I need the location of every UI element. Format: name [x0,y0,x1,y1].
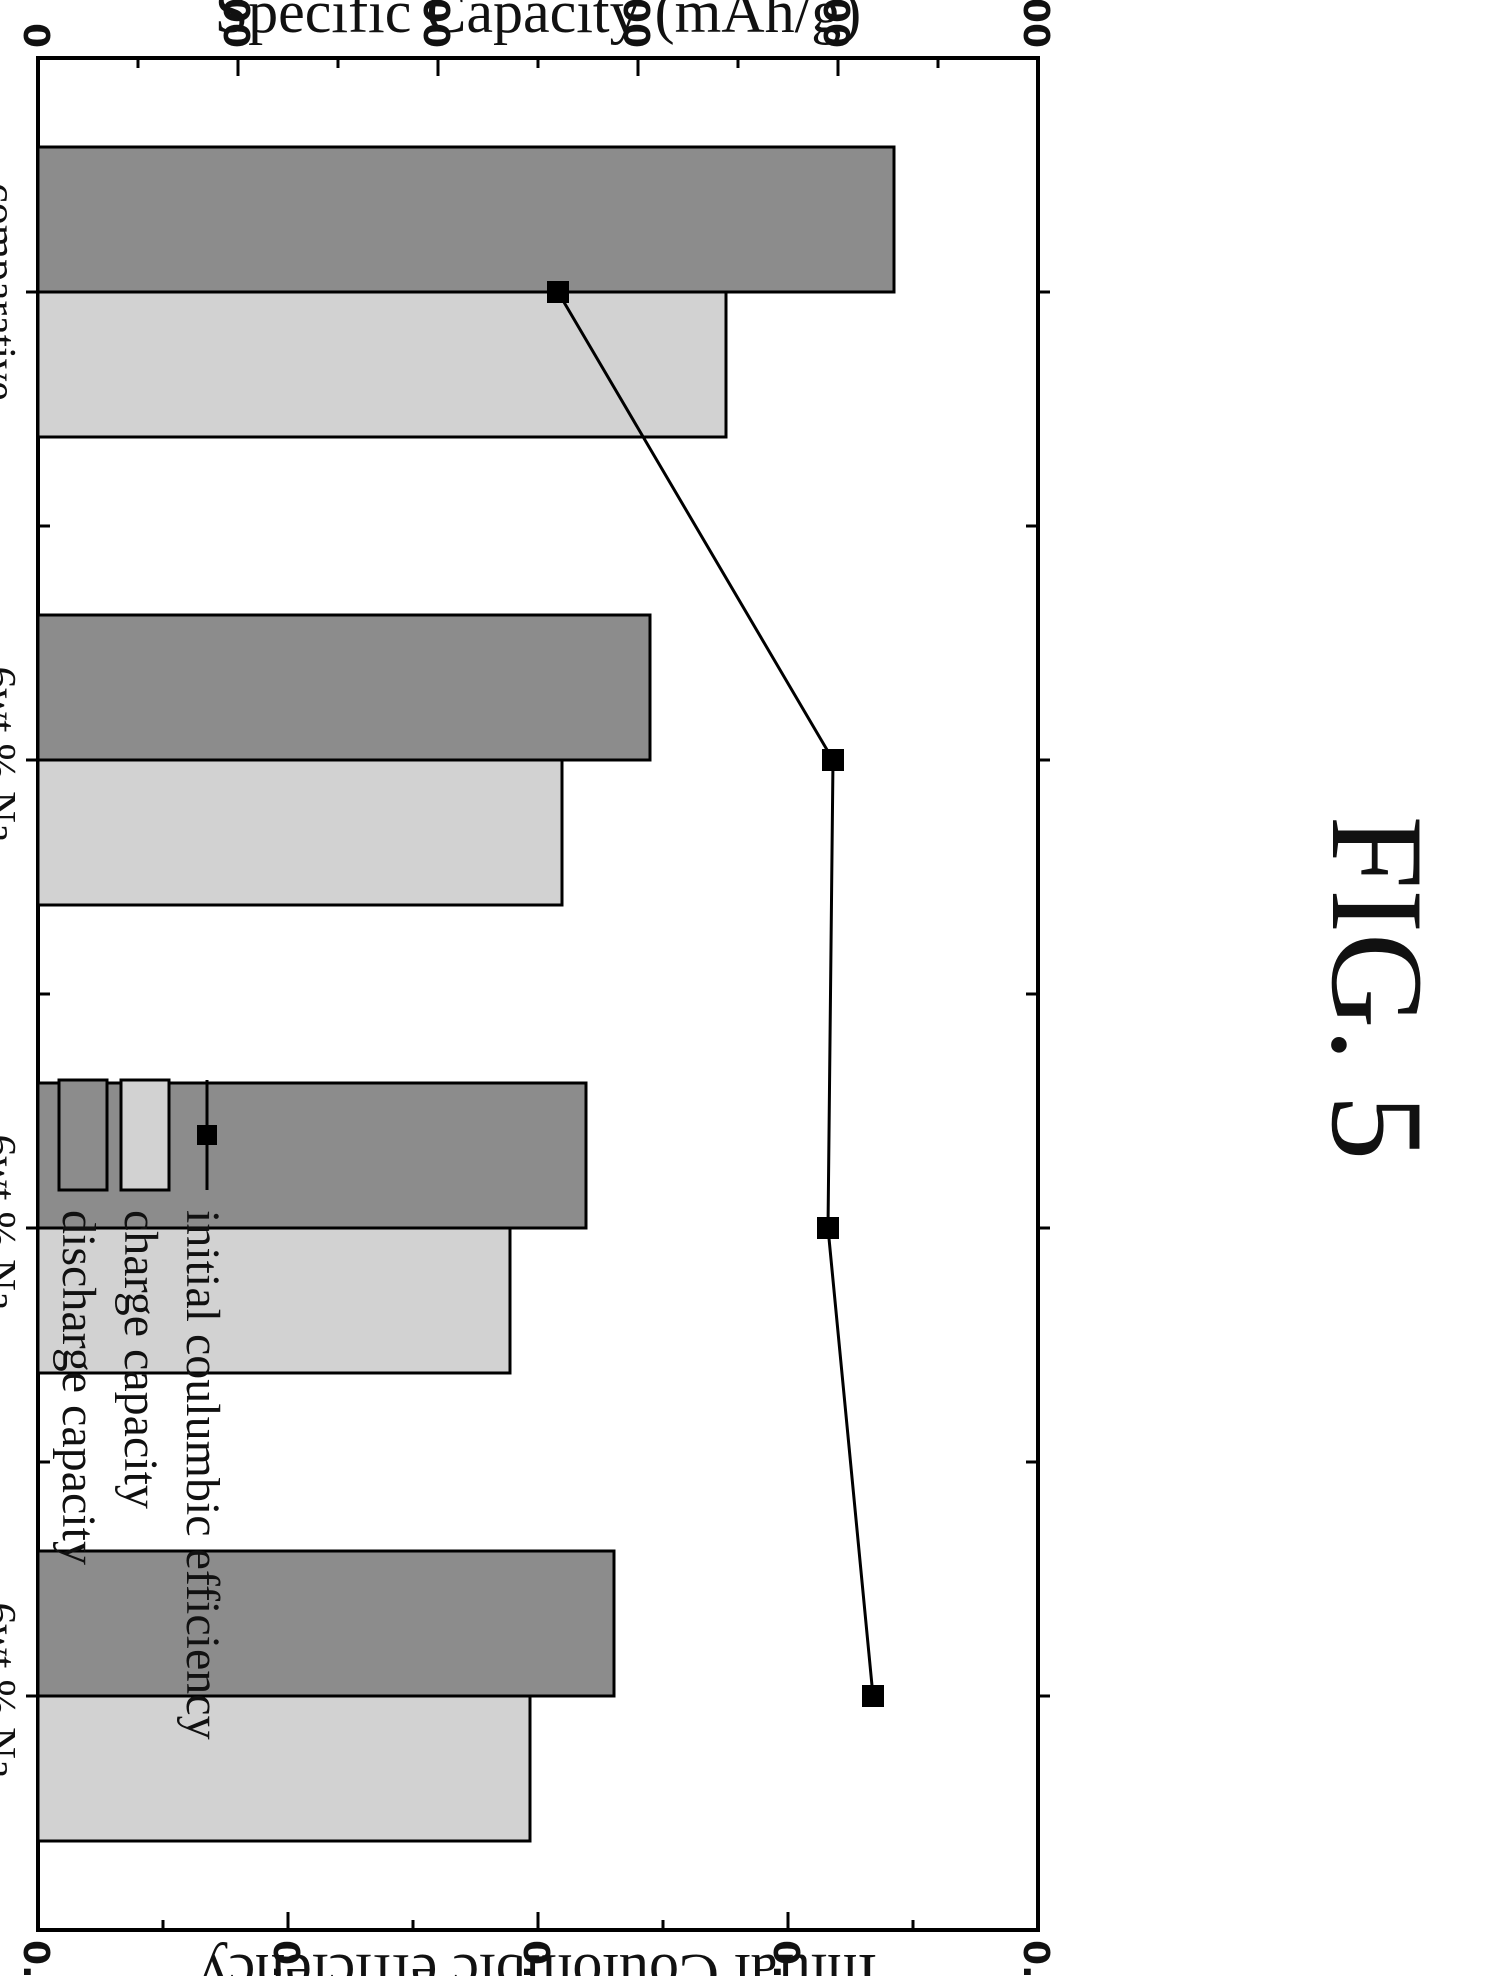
y-tick-label: 500 [215,0,256,48]
bar-discharge-capacity-4 [36,1549,616,1698]
legend: discharge capacity charge capacity initial… [52,1078,229,1740]
legend-label-2: charge capacity [114,1210,167,1509]
y-tick-label: 2500 [1015,0,1056,48]
x-tick-label: comparative [0,183,25,400]
legend-label-3: initial coulumbic efficiency [176,1210,229,1740]
x-tick-label: 6wt.% Na, [0,667,25,854]
legend-swatch-1 [57,1078,109,1192]
bar-discharge-capacity-2 [36,613,652,762]
y-tick-label: 1000 [415,0,456,48]
legend-swatch-2 [119,1078,171,1192]
x-tick-label: 6wt.% Na, [0,1135,25,1322]
efficiency-marker-1 [547,281,569,303]
x-tick-label: 6wt.% Na, [0,1603,25,1790]
y2-tick-label: 0.75 [265,1940,306,1976]
y-tick-label: 2000 [815,0,856,48]
legend-label-1: discharge capacity [52,1210,105,1565]
y2-tick-label: 0.80 [515,1940,556,1976]
y2-tick-label: 0.90 [1015,1940,1056,1976]
bar-charge-capacity-4 [36,1694,532,1843]
figure-label: FIG. 5 [1304,816,1451,1161]
bar-charge-capacity-2 [36,758,564,907]
bar-charge-capacity-3 [36,1226,512,1375]
bar-charge-capacity-1 [36,290,728,439]
y2-tick-label: 0.85 [765,1940,806,1976]
efficiency-marker-2 [822,749,844,771]
legend-marker-3 [197,1125,217,1145]
plot-area: comparativeexample6wt.% Na,homogenizedfo… [0,0,1056,1976]
efficiency-marker-3 [817,1217,839,1239]
efficiency-marker-4 [862,1685,884,1707]
y-axis-title: Specific Capacity (mAh/g) [215,0,861,45]
y2-tick-label: 0.70 [15,1940,56,1976]
bar-discharge-capacity-1 [36,145,896,294]
y-tick-label: 1500 [615,0,656,48]
y2-axis-title: Initial Coulombic efficiency [199,1942,878,1976]
efficiency-line [556,291,875,1697]
y-tick-label: 0 [15,23,56,48]
